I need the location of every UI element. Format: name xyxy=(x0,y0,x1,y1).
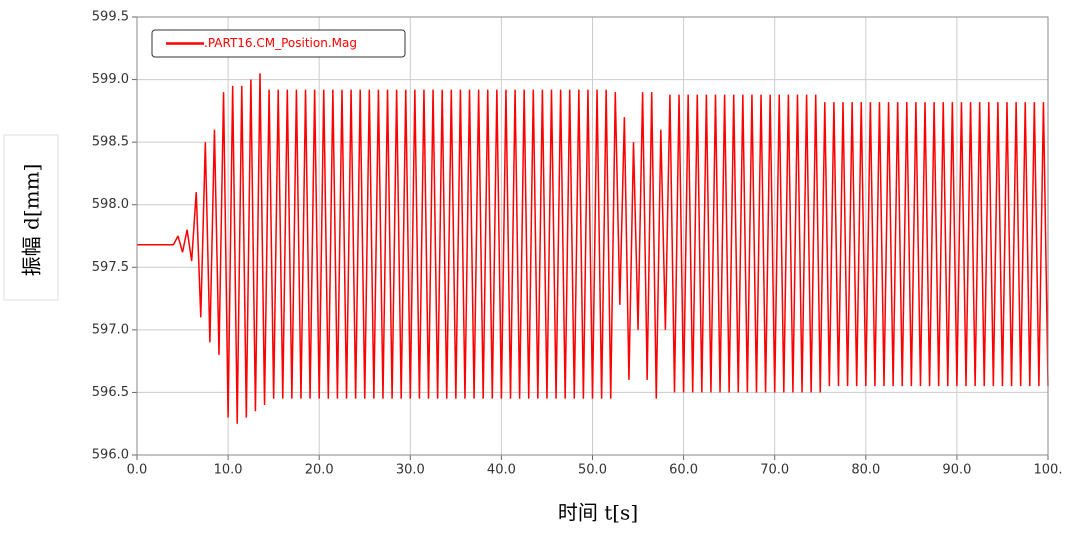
x-axis-label: 时间 t[s] xyxy=(558,501,638,525)
y-tick-label: 598.0 xyxy=(92,197,129,212)
plot-area xyxy=(136,16,1049,456)
y-tick-label: 597.0 xyxy=(92,322,129,337)
y-label-box xyxy=(3,134,59,301)
x-tick-label: 100. xyxy=(1034,463,1063,478)
y-tick-label: 596.5 xyxy=(92,385,129,400)
x-tick-label: 40.0 xyxy=(487,463,516,478)
y-tick-label: 597.5 xyxy=(92,260,129,275)
y-tick-label: 599.0 xyxy=(92,72,129,87)
x-tick-label: 0.0 xyxy=(127,463,148,478)
legend-box xyxy=(151,29,406,58)
x-tick-label: 60.0 xyxy=(669,463,698,478)
x-tick-label: 80.0 xyxy=(851,463,880,478)
y-tick-label: 596.0 xyxy=(92,448,129,463)
legend-label: .PART16.CM_Position.Mag xyxy=(204,36,357,50)
y-axis-label: 振幅 d[mm] xyxy=(20,164,44,277)
y-tick-label: 599.5 xyxy=(92,10,129,25)
line-series xyxy=(137,73,1049,424)
y-tick-label: 598.5 xyxy=(92,135,129,150)
x-tick-label: 20.0 xyxy=(305,463,334,478)
x-tick-label: 10.0 xyxy=(214,463,243,478)
x-tick-label: 70.0 xyxy=(760,463,789,478)
x-tick-label: 50.0 xyxy=(578,463,607,478)
x-tick-label: 30.0 xyxy=(396,463,425,478)
x-tick-label: 90.0 xyxy=(942,463,971,478)
